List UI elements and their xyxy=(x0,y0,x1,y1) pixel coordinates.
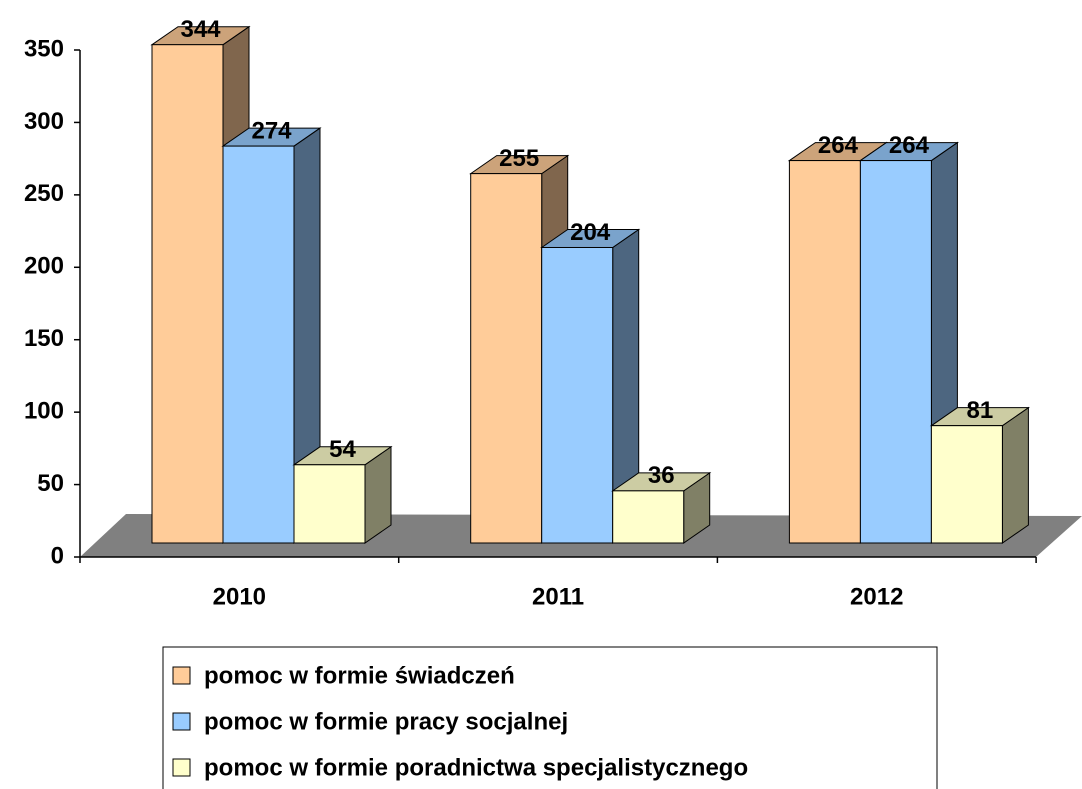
y-tick-label: 350 xyxy=(24,35,64,62)
y-tick-label: 50 xyxy=(37,470,64,497)
bar xyxy=(541,246,614,544)
data-label: 81 xyxy=(967,397,994,424)
data-label: 264 xyxy=(818,132,859,159)
y-tick-label: 250 xyxy=(24,180,64,207)
data-label: 274 xyxy=(251,117,292,144)
bar xyxy=(930,425,1003,544)
y-tick-label: 200 xyxy=(24,253,64,280)
y-tick-label: 300 xyxy=(24,108,64,135)
y-tick-label: 100 xyxy=(24,397,64,424)
bar-side xyxy=(1001,406,1029,544)
bar xyxy=(788,160,861,544)
data-label: 255 xyxy=(499,145,539,172)
y-tick-label: 150 xyxy=(24,325,64,352)
bar xyxy=(293,464,366,544)
data-label: 264 xyxy=(889,132,930,159)
x-tick-label: 2011 xyxy=(532,583,584,610)
x-tick-label: 2010 xyxy=(213,583,266,610)
data-label: 344 xyxy=(180,16,221,43)
bar xyxy=(151,44,224,544)
legend-label: pomoc w formie pracy socjalnej xyxy=(204,708,568,735)
data-label: 36 xyxy=(648,462,675,489)
data-label: 54 xyxy=(329,436,356,463)
legend-swatch xyxy=(172,758,191,777)
legend xyxy=(162,646,938,789)
bar xyxy=(222,145,295,544)
legend-label: pomoc w formie poradnictwa specjalistycz… xyxy=(204,754,748,781)
bar xyxy=(859,160,932,544)
legend-label: pomoc w formie świadczeń xyxy=(204,662,515,689)
data-label: 204 xyxy=(570,219,611,246)
bar xyxy=(612,490,685,544)
legend-swatch xyxy=(172,712,191,731)
x-tick-label: 2012 xyxy=(850,583,903,610)
bar xyxy=(470,173,543,544)
legend-swatch xyxy=(172,666,191,685)
y-tick-label: 0 xyxy=(51,542,64,569)
